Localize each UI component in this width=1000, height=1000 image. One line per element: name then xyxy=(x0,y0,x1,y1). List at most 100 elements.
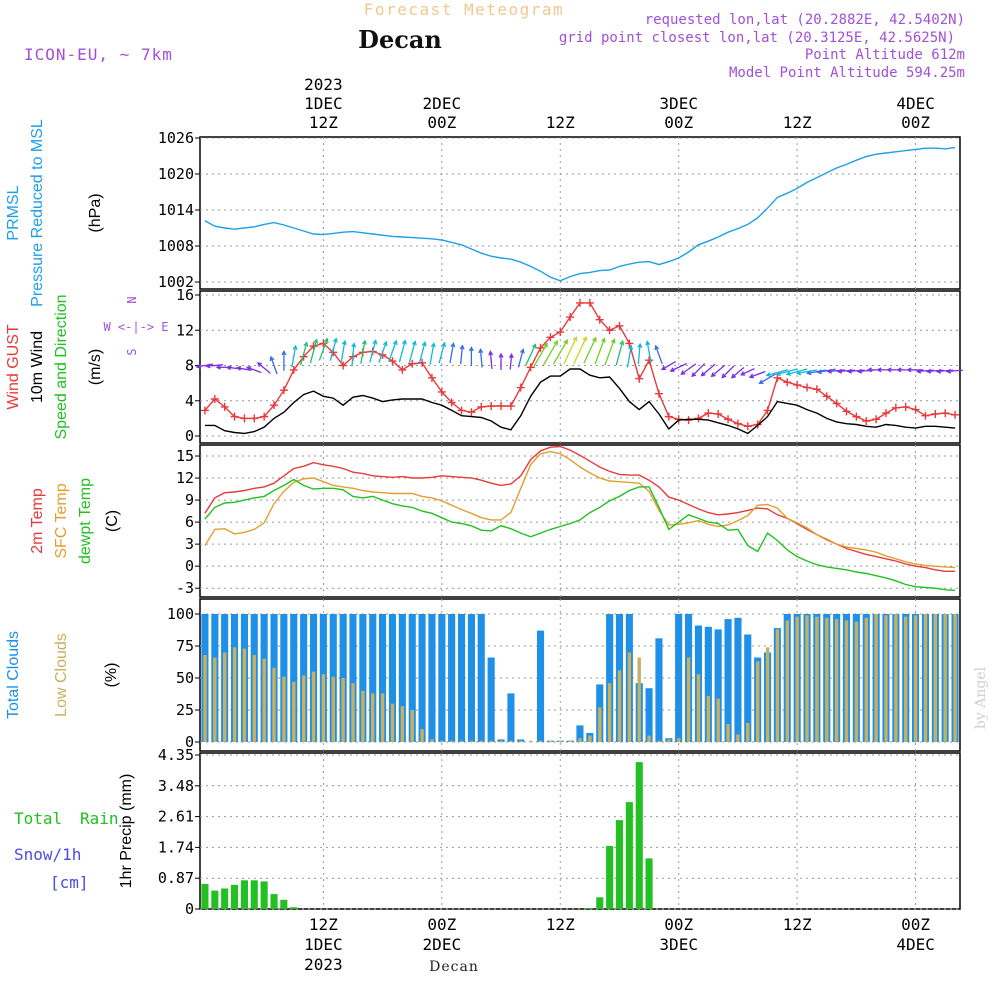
rain-bar xyxy=(625,802,633,909)
low-cloud-bar xyxy=(686,657,691,742)
low-cloud-bar xyxy=(459,740,464,742)
rain-bar xyxy=(240,880,248,909)
total-cloud-bar xyxy=(507,693,515,742)
wind-arrow-head xyxy=(866,367,872,373)
gust-marker xyxy=(546,333,555,342)
low-cloud-bar xyxy=(538,740,543,742)
wind-arrow-head xyxy=(758,379,764,384)
wind-arrow-head xyxy=(361,339,367,345)
wind-arrow xyxy=(449,343,455,364)
time-label: 12Z xyxy=(546,915,575,934)
wind-arrow-head xyxy=(478,348,484,354)
gust-marker xyxy=(497,402,506,411)
wind-arrow xyxy=(786,368,808,376)
total-cloud-bar xyxy=(477,614,485,742)
total-cloud-bar xyxy=(645,688,653,742)
low-cloud-bar xyxy=(351,683,355,742)
low-cloud-bar xyxy=(854,621,859,742)
clouds-ylabel: (%) xyxy=(103,663,120,688)
low-cloud-bar xyxy=(647,735,651,742)
wind-arrow xyxy=(270,356,278,375)
wind-arrow-head xyxy=(925,368,932,374)
wind-arrow-head xyxy=(402,339,407,345)
wind-arrow-head xyxy=(846,368,853,374)
low-cloud-bar xyxy=(430,739,434,742)
wind-arrow-head xyxy=(459,344,465,350)
rain-bar xyxy=(260,881,268,909)
low-cloud-bar xyxy=(380,693,385,742)
wind-arrow-head xyxy=(292,344,298,351)
low-cloud-bar xyxy=(371,693,375,742)
requested-coords: requested lon,lat (20.2882E, 42.5402N) xyxy=(645,12,965,28)
wind-arrow xyxy=(479,349,483,368)
low-cloud-bar xyxy=(607,683,612,742)
gust-marker xyxy=(803,383,812,392)
low-cloud-bar xyxy=(588,735,592,742)
gust-marker xyxy=(941,409,950,418)
pressure-ytick-label: 1008 xyxy=(158,237,194,255)
wind-arrow xyxy=(661,361,676,370)
wind-arrow xyxy=(797,369,818,375)
panel-pressure: 1002 1008 1014 1020 1026 PRMSL Pressure Reduce… xyxy=(5,119,961,307)
wind-arrow-head xyxy=(303,341,309,347)
wind-ytick-label: 0 xyxy=(185,427,194,445)
gust-marker xyxy=(408,359,417,368)
wind-arrow xyxy=(525,344,537,366)
wind-arrow xyxy=(398,340,406,363)
wind-arrow-head xyxy=(323,337,329,343)
low-cloud-bar xyxy=(558,740,562,742)
wind-arrow xyxy=(817,368,836,374)
wind-arrow-head xyxy=(816,369,822,375)
wind-arrow-head xyxy=(795,370,802,376)
pressure-ylabel: (hPa) xyxy=(87,193,104,232)
low-cloud-bar xyxy=(519,740,523,742)
total-cloud-bar xyxy=(369,614,377,742)
gust-marker xyxy=(457,406,466,415)
time-label: 1DEC xyxy=(304,94,343,113)
wind-arrow xyxy=(759,373,776,384)
precip-rain-label: Rain xyxy=(80,809,119,828)
panel-temperature: -3 0 3 6 9 12 15 2m Temp SFC Temp dewpt Temp (C) xyxy=(29,444,961,598)
low-cloud-bar xyxy=(726,724,730,742)
gust-marker xyxy=(862,417,871,426)
wind-arrow-head xyxy=(195,363,201,369)
gust-marker xyxy=(872,415,881,424)
time-label: 12Z xyxy=(309,113,338,132)
time-label: 1DEC xyxy=(304,935,343,954)
gust-marker xyxy=(832,399,841,408)
pressure-ylabel: Pressure Reduced to MSL xyxy=(29,119,46,307)
gust-marker xyxy=(427,373,436,382)
wind-arrow-head xyxy=(245,366,252,371)
total-cloud-bar xyxy=(606,614,614,742)
low-cloud-bar xyxy=(864,617,868,742)
low-cloud-bar xyxy=(913,615,918,742)
wind-arrow xyxy=(807,369,827,374)
gust-marker xyxy=(398,365,407,374)
low-cloud-bar xyxy=(756,661,760,742)
gust-marker xyxy=(793,380,802,389)
wind-arrow-head xyxy=(269,355,275,362)
low-cloud-bar xyxy=(390,703,395,742)
low-cloud-bar xyxy=(223,652,227,742)
gust-marker xyxy=(812,385,821,394)
wind-arrow-head xyxy=(205,363,211,369)
panel-clouds: 0 25 50 75 100 Total Clouds Low Clouds (%) xyxy=(5,598,961,752)
wind-arrow xyxy=(731,367,745,379)
gust-marker xyxy=(200,406,209,415)
wind-arrow-head xyxy=(488,350,494,356)
total-cloud-bar xyxy=(704,626,712,742)
rain-bar xyxy=(211,890,219,909)
wind-arrow-head xyxy=(313,338,319,344)
wind-arrow-head xyxy=(582,336,588,342)
wind-arrow-head xyxy=(372,339,378,345)
total-cloud-bar xyxy=(349,614,357,742)
wind-arrow-head xyxy=(619,339,625,346)
gust-marker xyxy=(556,328,565,337)
wind-arrow-head xyxy=(610,338,616,344)
wind-arrow-head xyxy=(945,368,952,374)
wind-frame xyxy=(199,290,961,444)
gust-marker xyxy=(783,378,792,387)
wind-arrow xyxy=(626,345,632,368)
wind-arrow-head xyxy=(628,344,634,350)
gust-marker xyxy=(339,361,348,370)
